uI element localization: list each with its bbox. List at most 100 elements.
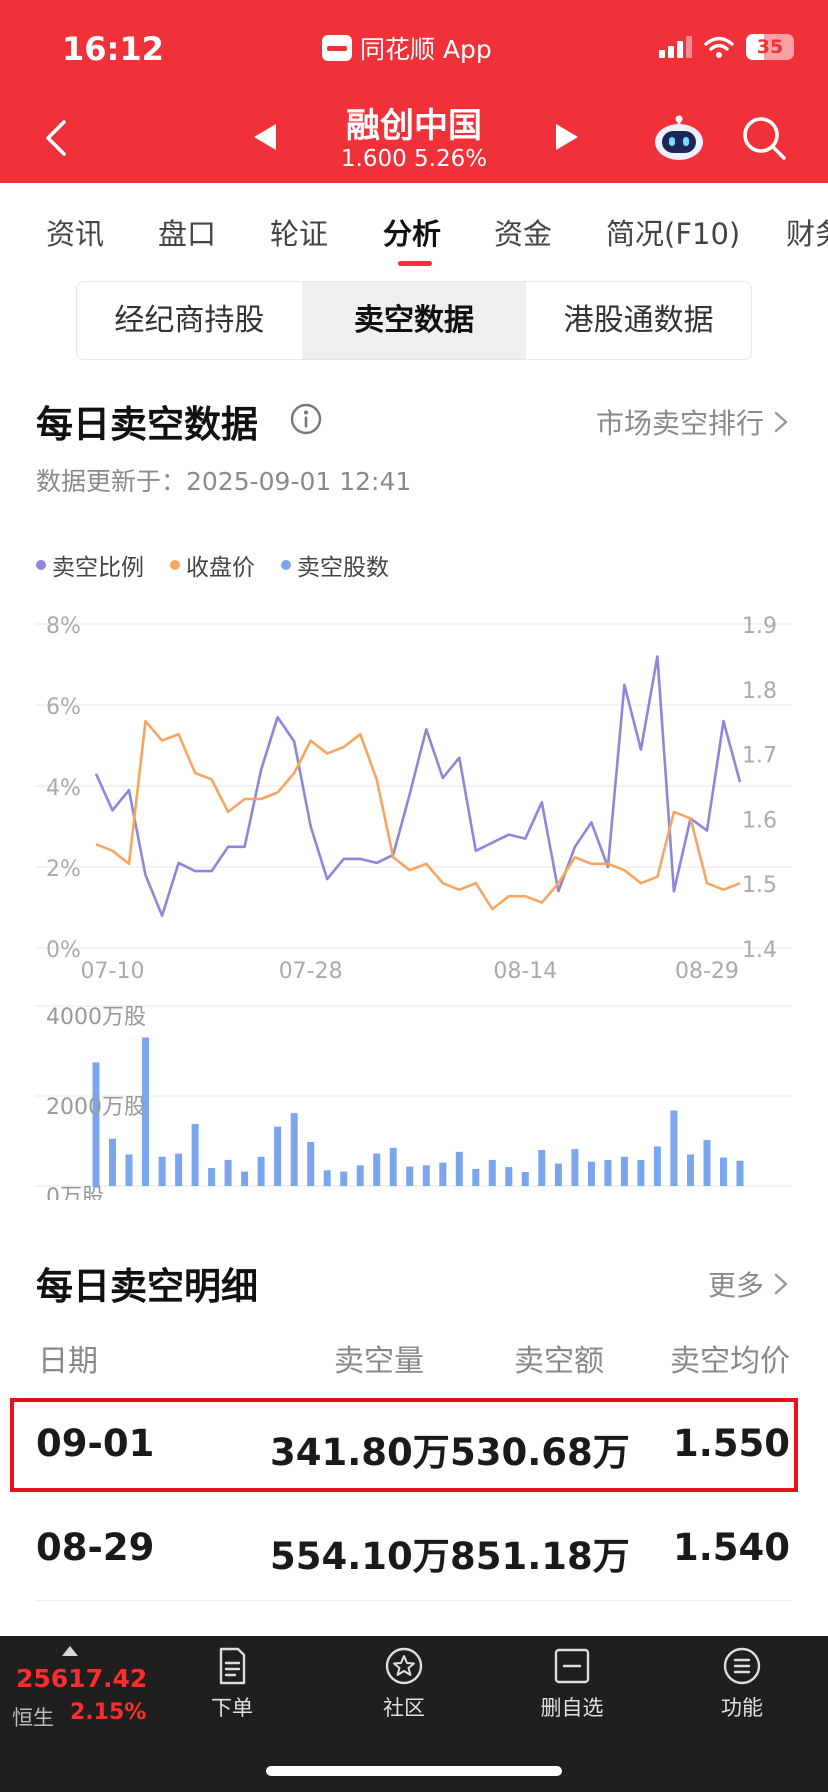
short-volume-bar bbox=[505, 1167, 513, 1186]
info-icon[interactable] bbox=[290, 403, 322, 435]
y-right-tick-label: 1.7 bbox=[742, 744, 777, 769]
row-avg-price: 1.540 bbox=[672, 1526, 790, 1569]
tab-warrants[interactable]: 轮证 bbox=[270, 217, 329, 251]
tab-news[interactable]: 资讯 bbox=[46, 217, 105, 251]
col-short-volume: 卖空量 bbox=[334, 1344, 424, 1379]
chevron-right-icon bbox=[774, 1273, 788, 1295]
table-header: 日期 卖空量 卖空额 卖空均价 bbox=[0, 1336, 828, 1379]
next-stock-icon[interactable] bbox=[554, 122, 580, 152]
community-button[interactable]: 社区 bbox=[344, 1646, 464, 1722]
status-app-label: 同花顺 App bbox=[360, 35, 492, 64]
row-highlight-box bbox=[10, 1398, 798, 1492]
hang-seng-change: 2.15% bbox=[70, 1700, 147, 1725]
daily-short-title: 每日卖空数据 bbox=[36, 403, 258, 446]
short-volume-bar bbox=[703, 1140, 711, 1186]
app-header: 16:12 同花顺 App 35 融创中国 1.600 5.26% bbox=[0, 0, 828, 183]
tab-orderbook[interactable]: 盘口 bbox=[158, 217, 217, 251]
short-selling-chart: 8% 6% 4% 2% 0% 1.9 1.8 1.7 1.6 1.5 1.4 07-10 07-28 08… bbox=[36, 614, 792, 1200]
order-label: 下单 bbox=[211, 1696, 253, 1720]
functions-button[interactable]: 功能 bbox=[682, 1646, 802, 1722]
table-row[interactable]: 08-29 554.10万 851.18万 1.540 bbox=[0, 1526, 828, 1610]
short-volume-bar bbox=[604, 1159, 612, 1186]
search-icon[interactable] bbox=[740, 114, 788, 162]
short-volume-bar bbox=[241, 1171, 249, 1186]
segment-broker-holdings[interactable]: 经纪商持股 bbox=[114, 303, 265, 338]
analysis-tabs: 资讯 盘口 轮证 分析 资金 简况(F10) 财务 bbox=[0, 183, 828, 273]
short-volume-bar bbox=[736, 1160, 744, 1186]
daily-detail-title: 每日卖空明细 bbox=[36, 1265, 258, 1308]
short-volume-bar bbox=[158, 1156, 166, 1187]
status-app-name: 同花顺 App bbox=[322, 30, 492, 66]
tab-profile[interactable]: 简况(F10) bbox=[606, 217, 741, 251]
row-date: 09-01 bbox=[36, 1422, 155, 1465]
short-volume-bar bbox=[373, 1153, 381, 1186]
segment-short-selling[interactable]: 卖空数据 bbox=[301, 282, 527, 359]
robot-assistant-icon[interactable] bbox=[652, 114, 706, 162]
short-volume-bar bbox=[307, 1141, 315, 1186]
row-divider bbox=[36, 1600, 792, 1601]
short-volume-bar bbox=[439, 1162, 447, 1186]
row-short-volume: 554.10万 bbox=[270, 1535, 450, 1578]
functions-label: 功能 bbox=[721, 1696, 763, 1720]
short-volume-bar bbox=[521, 1172, 529, 1186]
short-volume-bar bbox=[455, 1151, 463, 1186]
short-volume-bar bbox=[554, 1163, 562, 1186]
row-avg-price: 1.550 bbox=[672, 1422, 790, 1465]
close-price-line bbox=[95, 719, 741, 911]
row-short-amount: 530.68万 bbox=[450, 1431, 630, 1474]
community-icon bbox=[385, 1647, 423, 1685]
remove-watchlist-button[interactable]: 删自选 bbox=[512, 1646, 632, 1722]
bar-y-tick-label: 0万股 bbox=[46, 1185, 104, 1200]
short-volume-bar bbox=[191, 1123, 199, 1186]
tab-funds[interactable]: 资金 bbox=[494, 217, 553, 251]
tab-finance[interactable]: 财务 bbox=[786, 217, 828, 251]
short-volume-bar bbox=[687, 1154, 694, 1186]
row-short-volume: 341.80万 bbox=[270, 1431, 450, 1474]
battery-icon: 35 bbox=[746, 34, 794, 60]
bar-y-tick-label: 2000万股 bbox=[46, 1095, 146, 1120]
short-ratio-line bbox=[94, 655, 742, 917]
short-volume-bar bbox=[670, 1110, 678, 1186]
back-icon[interactable] bbox=[38, 118, 78, 158]
short-volume-bar bbox=[323, 1170, 331, 1187]
wifi-icon bbox=[704, 36, 734, 58]
row-short-amount: 851.18万 bbox=[450, 1535, 630, 1578]
remove-watchlist-icon bbox=[554, 1648, 590, 1684]
chevron-right-icon bbox=[774, 411, 788, 433]
previous-stock-icon[interactable] bbox=[252, 122, 278, 152]
short-volume-bar bbox=[653, 1146, 661, 1186]
market-short-ranking-link[interactable]: 市场卖空排行 bbox=[596, 402, 788, 442]
home-indicator bbox=[266, 1766, 562, 1776]
legend-short-volume: 卖空股数 bbox=[281, 548, 389, 582]
index-up-arrow-icon bbox=[62, 1646, 78, 1656]
short-volume-bar bbox=[257, 1156, 265, 1187]
chart-legend: 卖空比例 收盘价 卖空股数 bbox=[36, 548, 389, 582]
short-volume-bar bbox=[538, 1150, 546, 1186]
y-right-tick-label: 1.6 bbox=[742, 808, 777, 833]
legend-short-ratio: 卖空比例 bbox=[36, 548, 144, 582]
y-left-tick-label: 2% bbox=[46, 857, 81, 882]
short-volume-bar bbox=[720, 1157, 727, 1186]
short-volume-bar bbox=[274, 1126, 282, 1186]
short-volume-bar bbox=[109, 1138, 116, 1187]
x-tick-label: 07-10 bbox=[81, 959, 145, 984]
short-volume-bar bbox=[224, 1159, 232, 1186]
tab-analysis[interactable]: 分析 bbox=[383, 217, 442, 251]
table-row[interactable]: 09-01 341.80万 530.68万 1.550 bbox=[0, 1422, 828, 1506]
y-left-tick-label: 4% bbox=[46, 776, 81, 801]
cellular-signal-icon bbox=[659, 36, 692, 58]
hang-seng-label: 恒生 bbox=[12, 1706, 54, 1730]
y-left-tick-label: 0% bbox=[46, 938, 81, 963]
short-volume-bar bbox=[620, 1156, 628, 1187]
x-tick-label: 08-29 bbox=[675, 959, 739, 984]
segment-southbound[interactable]: 港股通数据 bbox=[563, 303, 714, 338]
more-details-link[interactable]: 更多 bbox=[708, 1264, 788, 1304]
short-volume-bar bbox=[488, 1159, 496, 1186]
hang-seng-value[interactable]: 25617.42 bbox=[16, 1664, 148, 1693]
short-volume-bar bbox=[208, 1168, 216, 1186]
col-short-amount: 卖空额 bbox=[514, 1344, 604, 1379]
y-right-tick-label: 1.9 bbox=[742, 614, 777, 639]
remove-watchlist-label: 删自选 bbox=[540, 1696, 604, 1720]
short-volume-bar bbox=[142, 1037, 149, 1186]
order-button[interactable]: 下单 bbox=[172, 1646, 292, 1722]
